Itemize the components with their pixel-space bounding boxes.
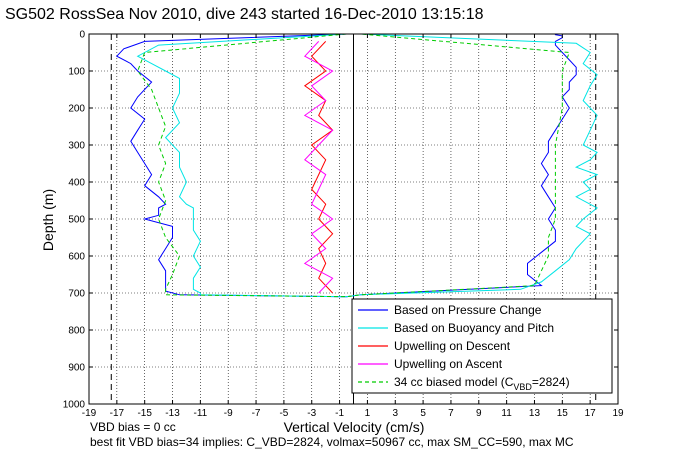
legend: Based on Pressure Change Based on Buoyanc… xyxy=(351,298,613,394)
series-line-2 xyxy=(136,33,599,298)
y-tick-label: 0 xyxy=(79,30,85,41)
footer-bestfit-text: best fit VBD bias=34 implies: C_VBD=2824… xyxy=(90,435,574,449)
y-tick-label: 600 xyxy=(68,252,85,263)
x-tick-label: 9 xyxy=(476,408,482,419)
legend-label: Based on Buoyancy and Pitch xyxy=(394,321,554,335)
x-tick-label: 5 xyxy=(420,408,426,419)
x-tick-label: 3 xyxy=(392,408,398,419)
legend-label: Upwelling on Ascent xyxy=(394,357,503,371)
y-tick-label: 1000 xyxy=(63,400,86,411)
y-tick-label: 500 xyxy=(68,215,85,226)
x-tick-label: -15 xyxy=(137,408,152,419)
x-tick-label: -11 xyxy=(194,408,208,419)
y-tick-label: 200 xyxy=(68,104,85,115)
x-tick-label: -3 xyxy=(307,408,316,419)
legend-box xyxy=(351,298,613,394)
y-tick-label: 700 xyxy=(68,289,85,300)
x-tick-label: 7 xyxy=(448,408,454,419)
chart-title: SG502 RossSea Nov 2010, dive 243 started… xyxy=(5,6,484,23)
x-tick-label: 17 xyxy=(585,408,597,419)
y-axis-label: Depth (m) xyxy=(40,189,56,251)
legend-label: Based on Pressure Change xyxy=(394,303,542,317)
x-tick-label: 15 xyxy=(557,408,569,419)
x-tick-label: -13 xyxy=(165,408,180,419)
x-tick-label: -17 xyxy=(110,408,125,419)
series-line-5 xyxy=(137,33,571,298)
x-tick-label: 13 xyxy=(529,408,541,419)
y-tick-label: 900 xyxy=(68,363,85,374)
x-tick-label: 1 xyxy=(365,408,371,419)
x-tick-label: 19 xyxy=(612,408,624,419)
x-tick-label: -9 xyxy=(224,408,233,419)
footer-bias-text: VBD bias = 0 cc xyxy=(90,420,176,434)
y-tick-label: 300 xyxy=(68,141,85,152)
y-tick-labels: 0 100 200 300 400 500 600 700 800 900 1000 xyxy=(63,30,86,411)
x-tick-label: 11 xyxy=(501,408,512,419)
series-line-4 xyxy=(303,41,334,294)
series-lines xyxy=(115,33,599,298)
x-tick-label: -1 xyxy=(335,408,344,419)
x-tick-labels: -19 -17 -15 -13 -11 -9 -7 -5 -3 -1 1 3 5 7 9 11 13 15 17 19 xyxy=(82,408,624,419)
y-tick-label: 800 xyxy=(68,326,85,337)
y-tick-label: 400 xyxy=(68,178,85,189)
y-tick-label: 100 xyxy=(68,67,85,78)
tick-marks xyxy=(88,33,619,405)
x-axis-label: Vertical Velocity (cm/s) xyxy=(284,419,425,435)
series-line-3 xyxy=(303,41,334,294)
legend-label: 34 cc biased model (CVBD=2824) xyxy=(394,375,570,392)
x-tick-label: -19 xyxy=(82,408,97,419)
legend-label: Upwelling on Descent xyxy=(394,339,511,353)
x-tick-label: -5 xyxy=(279,408,288,419)
x-tick-label: -7 xyxy=(252,408,261,419)
